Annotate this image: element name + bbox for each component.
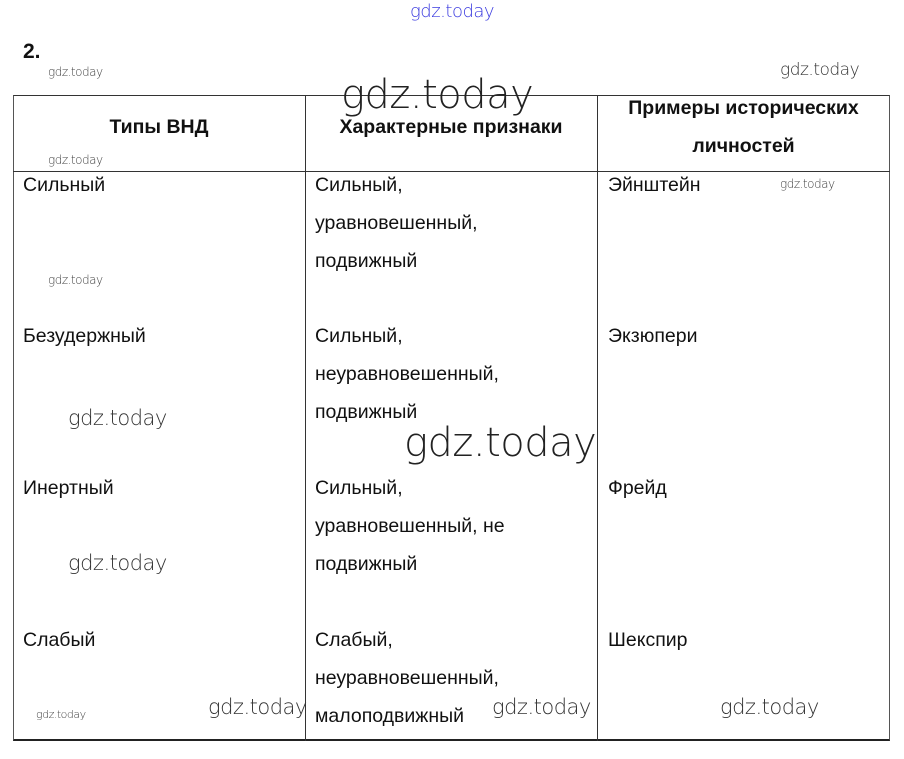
- trait-line: Сильный,: [315, 174, 403, 196]
- watermark: gdz.today: [720, 695, 819, 719]
- trait-line: неуравновешенный,: [315, 667, 499, 689]
- trait-line: уравновешенный, не: [315, 515, 505, 537]
- watermark: gdz.today: [780, 177, 835, 191]
- cell-example: Экзюпери: [608, 325, 698, 347]
- trait-line: Слабый,: [315, 629, 393, 651]
- watermark: gdz.today: [780, 60, 860, 80]
- header-traits: Характерные признаки: [339, 116, 563, 138]
- header-examples-line: личностей: [692, 135, 795, 157]
- watermark: gdz.today: [68, 551, 167, 575]
- watermark: gdz.today: [410, 1, 495, 22]
- watermark: gdz.today: [208, 695, 307, 719]
- answer-table: [13, 95, 890, 741]
- cell-example: Шекспир: [608, 629, 688, 651]
- cell-type: Инертный: [23, 477, 114, 499]
- watermark: gdz.today: [404, 420, 597, 466]
- watermark: gdz.today: [68, 406, 167, 430]
- trait-line: подвижный: [315, 401, 418, 423]
- trait-line: подвижный: [315, 250, 418, 272]
- column-divider: [305, 95, 306, 741]
- cell-traits: Слабый, неуравновешенный, малоподвижный: [315, 621, 499, 735]
- header-divider: [13, 171, 890, 172]
- cell-traits: Сильный, уравновешенный, подвижный: [315, 166, 478, 280]
- trait-line: Сильный,: [315, 325, 403, 347]
- cell-type: Безудержный: [23, 325, 146, 347]
- column-divider: [597, 95, 598, 741]
- watermark: gdz.today: [341, 72, 534, 118]
- trait-line: подвижный: [315, 553, 418, 575]
- cell-example: Эйнштейн: [608, 174, 701, 196]
- task-number: 2.: [23, 40, 41, 63]
- cell-traits: Сильный, уравновешенный, не подвижный: [315, 469, 505, 583]
- header-examples-line: Примеры исторических: [628, 97, 859, 119]
- watermark: gdz.today: [492, 695, 591, 719]
- header-examples: Примеры исторических личностей: [597, 89, 890, 165]
- trait-line: уравновешенный,: [315, 212, 478, 234]
- watermark: gdz.today: [48, 153, 103, 167]
- watermark: gdz.today: [48, 65, 103, 79]
- trait-line: малоподвижный: [315, 705, 465, 727]
- header-types: Типы ВНД: [109, 116, 209, 138]
- watermark: gdz.today: [48, 273, 103, 287]
- cell-type: Слабый: [23, 629, 96, 651]
- trait-line: неуравновешенный,: [315, 363, 499, 385]
- cell-type: Сильный: [23, 174, 106, 196]
- cell-traits: Сильный, неуравновешенный, подвижный: [315, 317, 499, 431]
- watermark: gdz.today: [36, 708, 86, 721]
- trait-line: Сильный,: [315, 477, 403, 499]
- cell-example: Фрейд: [608, 477, 667, 499]
